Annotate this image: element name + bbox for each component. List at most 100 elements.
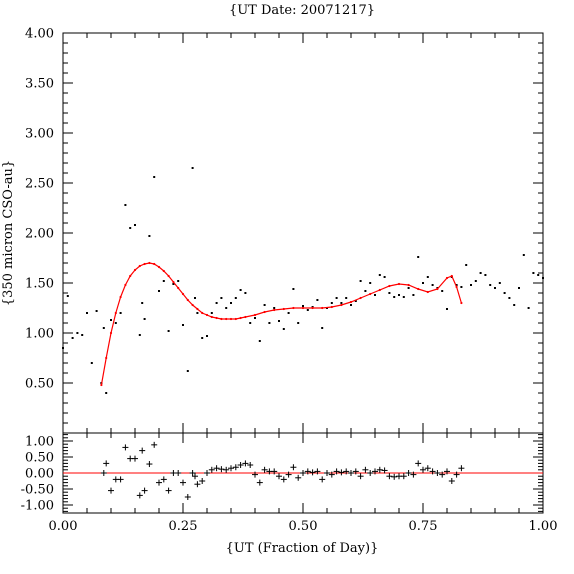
residual-point xyxy=(184,494,191,500)
residual-y-tick-label: -1.00 xyxy=(21,499,54,514)
fit-marker xyxy=(460,301,463,305)
data-point xyxy=(119,312,122,314)
fit-marker xyxy=(148,261,151,265)
residual-point xyxy=(103,460,110,467)
data-point xyxy=(182,324,184,326)
data-point xyxy=(287,312,290,314)
residual-point xyxy=(141,487,148,494)
residual-point xyxy=(391,473,398,480)
fit-marker xyxy=(301,306,305,310)
x-tick-labels: 0.00 0.25 0.50 0.75 1.00 xyxy=(49,519,558,534)
top-y-tick-label: 3.00 xyxy=(25,127,54,142)
data-point xyxy=(268,322,271,324)
data-point xyxy=(378,274,381,276)
fit-marker xyxy=(369,292,372,296)
residual-point xyxy=(376,466,383,473)
fit-marker xyxy=(225,317,228,321)
data-point xyxy=(340,302,343,304)
data-point xyxy=(354,300,357,302)
residual-point xyxy=(448,478,455,484)
residual-point xyxy=(151,441,158,448)
residual-point xyxy=(319,476,326,483)
residual-point xyxy=(271,468,278,475)
residual-point xyxy=(256,479,263,486)
residual-y-tick-label: 1.00 xyxy=(25,435,54,450)
residual-point xyxy=(165,487,172,494)
data-point xyxy=(191,167,194,169)
data-point xyxy=(158,290,160,292)
data-point xyxy=(141,302,144,304)
residual-point xyxy=(280,476,287,483)
fit-marker xyxy=(388,284,391,288)
residual-point xyxy=(156,479,162,486)
data-point xyxy=(206,335,208,337)
data-point xyxy=(302,305,304,307)
residual-point xyxy=(424,465,431,472)
residual-point xyxy=(228,465,234,472)
data-point xyxy=(129,227,132,229)
fit-marker xyxy=(445,276,449,280)
fit-marker xyxy=(105,356,108,360)
data-point xyxy=(479,272,482,274)
data-point xyxy=(316,299,319,301)
fit-marker xyxy=(244,315,247,319)
data-point xyxy=(201,337,204,339)
data-point xyxy=(66,295,69,297)
residual-point xyxy=(300,470,306,476)
residual-point xyxy=(439,471,446,478)
residual-point xyxy=(160,476,167,483)
fit-marker xyxy=(196,307,199,311)
residual-point xyxy=(458,465,465,472)
residual-point xyxy=(117,476,124,483)
data-point xyxy=(148,235,151,237)
data-point xyxy=(239,289,242,291)
fit-marker xyxy=(273,308,276,312)
residual-point xyxy=(108,487,114,494)
data-point xyxy=(446,308,448,310)
fit-curve-markers xyxy=(100,261,463,387)
residual-point xyxy=(420,466,426,473)
data-point xyxy=(470,284,472,286)
top-y-tick-label: 1.50 xyxy=(25,277,54,292)
residual-point xyxy=(405,470,412,476)
fit-marker xyxy=(436,287,439,291)
data-point xyxy=(138,334,141,336)
fit-marker xyxy=(239,316,242,320)
fit-marker xyxy=(417,287,420,291)
residual-point xyxy=(309,469,316,476)
residual-point xyxy=(252,471,258,478)
data-point xyxy=(503,292,506,294)
residual-point xyxy=(348,470,354,476)
x-tick-label: 0.50 xyxy=(289,519,318,534)
data-point xyxy=(369,282,372,284)
data-point xyxy=(330,302,333,304)
data-point xyxy=(273,307,276,309)
fit-marker xyxy=(100,383,103,387)
data-point xyxy=(460,286,463,288)
data-point xyxy=(153,176,156,178)
data-point xyxy=(374,294,376,296)
fit-marker xyxy=(282,307,285,311)
data-point xyxy=(426,276,429,278)
data-point xyxy=(90,362,93,364)
fit-marker xyxy=(167,274,170,278)
residual-point xyxy=(352,468,359,475)
residual-point xyxy=(410,471,417,478)
data-point xyxy=(220,297,223,299)
fit-marker xyxy=(191,303,194,307)
data-point xyxy=(532,272,535,274)
fit-marker xyxy=(157,265,161,269)
data-point xyxy=(465,264,468,266)
residual-point xyxy=(285,471,292,478)
residual-point xyxy=(314,468,321,475)
fit-marker xyxy=(114,311,117,315)
residual-point xyxy=(204,470,210,476)
fit-marker xyxy=(311,306,314,310)
data-point xyxy=(455,284,458,286)
data-point xyxy=(134,224,136,226)
residual-point xyxy=(434,470,441,476)
residual-point xyxy=(261,466,268,473)
top-y-tick-label: 3.50 xyxy=(25,77,54,92)
data-point xyxy=(249,322,252,324)
data-point xyxy=(167,330,170,332)
